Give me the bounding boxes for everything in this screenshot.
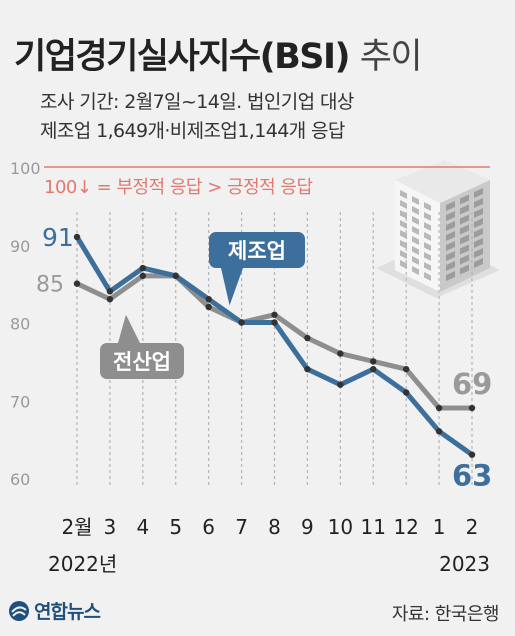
point-all-industries xyxy=(106,295,114,303)
series-name-manufacturing: 제조업 xyxy=(228,239,286,263)
x-tick-label: 1 xyxy=(433,515,446,539)
point-manufacturing xyxy=(402,389,410,396)
x-tick-label: 8 xyxy=(268,515,281,539)
x-tick-label: 4 xyxy=(136,515,149,539)
subtitle-respondents: 제조업 1,649개·비제조업1,144개 응답 xyxy=(40,120,345,142)
point-manufacturing xyxy=(73,233,81,241)
point-all-industries xyxy=(402,365,410,373)
point-manufacturing xyxy=(238,319,245,326)
x-tick-label: 5 xyxy=(169,515,182,539)
point-manufacturing xyxy=(468,451,476,458)
point-manufacturing xyxy=(139,264,147,272)
x-tick-label: 3 xyxy=(104,515,117,539)
x-tick-label: 9 xyxy=(301,515,314,539)
y-tick-label: 60 xyxy=(10,470,30,489)
x-tick-label: 2 xyxy=(466,515,479,539)
year-label-2023: 2023 xyxy=(439,552,490,576)
point-all-industries xyxy=(139,272,147,280)
callout-box-manufacturing xyxy=(209,232,305,268)
point-all-industries xyxy=(73,280,81,287)
label-first-all-industries: 85 xyxy=(36,273,64,298)
label-last-manufacturing: 63 xyxy=(452,459,492,493)
y-tick-label: 90 xyxy=(10,237,30,256)
yonhap-logo: 연합뉴스 xyxy=(8,597,101,624)
point-manufacturing xyxy=(370,365,377,373)
point-manufacturing xyxy=(271,319,278,326)
building-icon xyxy=(376,160,500,298)
x-tick-label: 7 xyxy=(235,515,248,539)
year-label-2022: 2022년 xyxy=(48,552,117,576)
point-all-industries xyxy=(205,303,212,311)
x-tick-label: 10 xyxy=(328,515,353,539)
logo-text: 연합뉴스 xyxy=(34,601,101,623)
chart-title: 기업경기실사지수(BSI) 추이 xyxy=(14,28,423,79)
label-last-all-industries: 69 xyxy=(452,367,492,401)
subtitle-survey-period: 조사 기간: 2월7일~14일. 법인기업 대상 xyxy=(40,91,354,113)
callout-pointer-all-industries xyxy=(118,314,140,343)
point-manufacturing xyxy=(304,365,311,373)
point-manufacturing xyxy=(337,381,344,388)
reference-line-label: 100↓ = 부정적 응답 > 긍정적 응답 xyxy=(44,177,313,198)
source-note: 자료: 한국은행 xyxy=(391,604,500,625)
title-main: 기업경기실사지수(BSI) xyxy=(14,37,351,77)
globe-logo-icon xyxy=(9,600,29,621)
point-manufacturing xyxy=(205,295,212,303)
y-tick-label: 100 xyxy=(10,159,41,178)
point-manufacturing xyxy=(106,288,114,295)
point-manufacturing xyxy=(435,428,443,435)
point-all-industries xyxy=(304,334,311,342)
title-suffix: 추이 xyxy=(359,37,423,77)
y-tick-label: 70 xyxy=(10,392,30,411)
x-tick-label: 2월 xyxy=(61,515,92,539)
point-all-industries xyxy=(468,404,476,412)
callout-pointer-manufacturing xyxy=(221,268,243,306)
x-tick-label: 11 xyxy=(361,515,386,539)
point-all-industries xyxy=(435,404,443,412)
x-tick-label: 6 xyxy=(202,515,215,539)
series-name-all-industries: 전산업 xyxy=(113,350,171,374)
label-first-manufacturing: 91 xyxy=(42,223,74,252)
callout-box-all-industries xyxy=(100,343,184,379)
point-all-industries xyxy=(271,311,278,318)
point-all-industries xyxy=(337,350,344,357)
point-manufacturing xyxy=(172,272,179,280)
x-tick-label: 12 xyxy=(393,515,418,539)
point-all-industries xyxy=(370,358,377,365)
y-tick-label: 80 xyxy=(10,315,30,334)
